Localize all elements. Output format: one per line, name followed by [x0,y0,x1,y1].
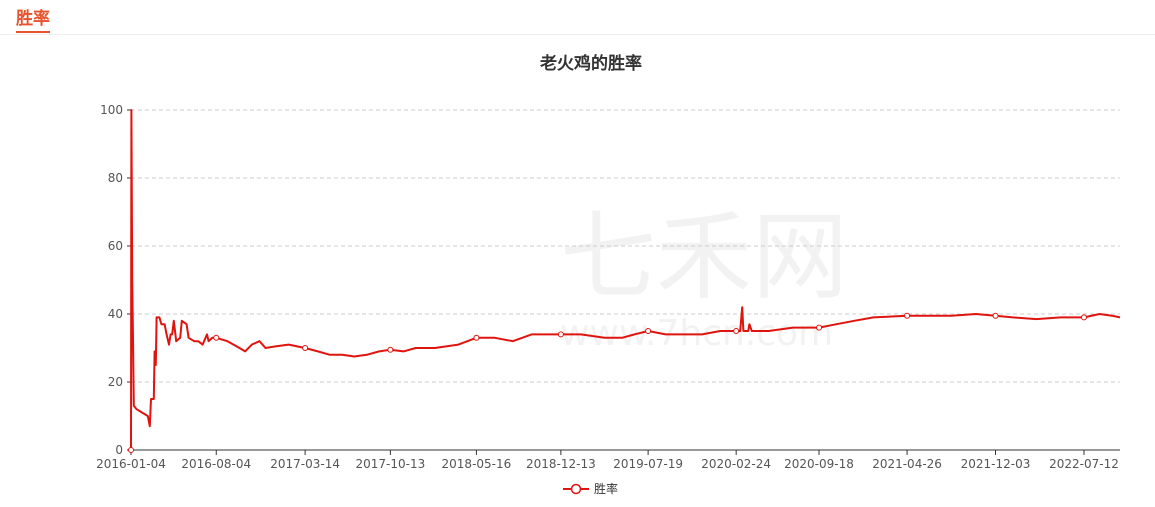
tab-header: 胜率 [0,0,1155,35]
watermark: 七禾网 www.7hcn.com [560,201,848,354]
data-point [473,334,480,341]
x-tick-label: 2020-02-24 [701,457,771,471]
tab-win-rate[interactable]: 胜率 [16,9,50,33]
x-tick-label: 2017-10-13 [355,457,425,471]
x-tick-label: 2016-01-04 [96,457,166,471]
x-tick-label: 2016-08-04 [181,457,251,471]
data-point [302,345,309,351]
legend-marker [570,483,582,495]
y-tick-label: 40 [108,307,123,321]
chart-title: 老火鸡的胜率 [539,53,642,74]
x-tick-label: 2022-07-12 [1049,457,1119,471]
data-point [992,312,999,319]
data-point [557,331,564,338]
y-tick-label: 100 [100,103,123,117]
data-point [904,312,911,319]
x-tick-label: 2020-09-18 [784,457,854,471]
legend[interactable]: 胜率 [563,481,618,496]
data-point [1080,314,1087,321]
x-tick-label: 2017-03-14 [270,457,340,471]
y-tick-label: 60 [108,239,123,253]
data-point [213,334,220,341]
axes: 0 20 40 60 80 100 2016-01-04 2016-08-04 2017-03-… [96,103,1120,471]
x-tick-label: 2019-07-19 [613,457,683,471]
data-point [128,447,134,453]
series-layer [128,109,1121,453]
legend-label: 胜率 [594,481,618,496]
x-tick-label: 2018-05-16 [442,457,512,471]
y-tick-label: 0 [115,443,123,457]
series-line [130,109,1121,451]
x-tick-label: 2018-12-13 [526,457,596,471]
grid [131,109,1120,383]
y-tick-label: 80 [108,171,123,185]
data-point [387,346,394,353]
x-tick-label: 2021-12-03 [961,457,1031,471]
data-point [816,324,823,331]
watermark-brand: 七禾网 [560,201,848,313]
data-point [645,328,652,334]
data-point [733,328,740,334]
x-tick-label: 2021-04-26 [872,457,942,471]
y-tick-label: 20 [108,375,123,389]
